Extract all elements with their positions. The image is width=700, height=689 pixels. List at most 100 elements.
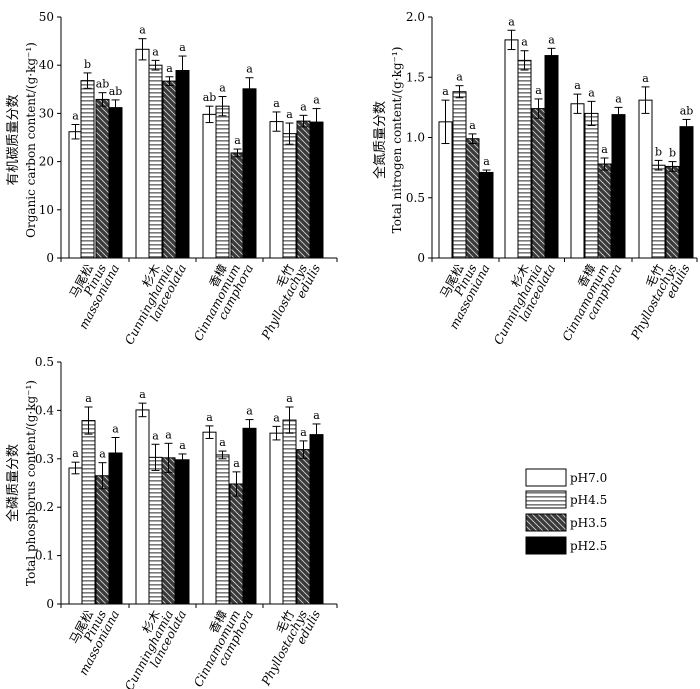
y-tick-label: 0 [46, 597, 54, 611]
significance-label: a [233, 457, 240, 470]
y-tick-label: 20 [39, 155, 54, 169]
y-tick-label: 1.0 [406, 131, 425, 145]
y-tick-label: 10 [39, 203, 54, 217]
significance-label: a [521, 36, 528, 49]
bar-ph70-pinus [68, 131, 83, 259]
bar-ph35-cinnamomum [230, 152, 245, 259]
y-axis-label-en: Total phosphorus content/(g·kg⁻¹) [24, 380, 38, 586]
y-tick-label: 50 [39, 10, 54, 24]
significance-label: a [246, 63, 253, 76]
bar-ph35-phyllostachys [665, 165, 680, 259]
significance-label: a [642, 72, 649, 85]
significance-label: ab [109, 85, 123, 98]
significance-label: a [99, 448, 106, 461]
bar-ph45-phyllostachys [282, 133, 297, 259]
bar-ph45-cunninghamia [148, 456, 163, 605]
significance-label: a [508, 15, 515, 28]
significance-label: a [548, 33, 555, 46]
bar-ph35-cunninghamia [531, 108, 546, 259]
significance-label: a [206, 411, 213, 424]
significance-label: a [601, 143, 608, 156]
significance-label: a [574, 79, 581, 92]
significance-label: a [165, 428, 172, 441]
y-tick-label: 0 [46, 251, 54, 265]
bar-ph35-phyllostachys [296, 449, 311, 605]
significance-label: a [139, 388, 146, 401]
bar-ph35-cunninghamia [162, 80, 177, 259]
y-tick-label: 0.5 [35, 355, 54, 369]
significance-label: a [166, 62, 173, 75]
y-tick-label: 0.1 [35, 549, 54, 563]
bar-ph45-cunninghamia [517, 59, 532, 259]
significance-label: b [669, 147, 676, 160]
significance-label: a [300, 100, 307, 113]
significance-label: a [300, 426, 307, 439]
bar-ph25-phyllostachys [309, 121, 324, 259]
y-axis-label-cn: 全磷质量分数 [5, 444, 21, 522]
bar-ph45-cunninghamia [148, 64, 163, 259]
bar-ph45-pinus [80, 80, 95, 259]
y-tick-label: 0.4 [35, 403, 54, 417]
bar-ph25-cunninghamia [175, 459, 190, 605]
bar-ph25-cinnamomum [242, 88, 257, 259]
legend-label-ph35: pH3.5 [570, 516, 607, 530]
significance-label: a [442, 85, 449, 98]
legend: pH7.0 pH4.5 pH3.5 pH2.5 [525, 468, 607, 555]
significance-label: ab [680, 104, 694, 117]
bar-ph70-phyllostachys [638, 99, 653, 259]
bar-ph35-pinus [465, 138, 480, 259]
legend-label-ph25: pH2.5 [570, 539, 607, 553]
y-tick-label: 0 [417, 251, 425, 265]
bar-ph25-phyllostachys [679, 126, 694, 259]
significance-label: ab [96, 78, 110, 91]
y-tick-label: 0.2 [35, 500, 54, 514]
significance-label: a [139, 24, 146, 37]
bar-ph45-cinnamomum [215, 105, 230, 259]
bar-ph45-pinus [81, 420, 96, 605]
bar-ph35-cinnamomum [597, 163, 612, 259]
significance-label: a [234, 134, 241, 147]
significance-label: a [483, 155, 490, 168]
bar-ph25-cunninghamia [544, 55, 559, 259]
bar-ph70-cunninghamia [504, 39, 519, 259]
legend-swatch-ph35 [525, 513, 567, 532]
significance-label: a [313, 409, 320, 422]
significance-label: a [219, 82, 226, 95]
bar-ph25-cinnamomum [611, 114, 626, 259]
bar-ph45-phyllostachys [651, 164, 666, 259]
significance-label: a [286, 392, 293, 405]
bar-ph45-cinnamomum [215, 454, 230, 605]
y-tick-label: 2.0 [406, 10, 425, 24]
y-tick-label: 40 [39, 58, 54, 72]
y-axis-label-cn: 全氮质量分数 [372, 101, 388, 179]
bar-ph25-pinus [108, 107, 123, 259]
significance-label: b [84, 58, 91, 71]
bar-ph70-cunninghamia [135, 48, 150, 259]
bar-ph70-phyllostachys [269, 432, 284, 605]
significance-label: a [179, 439, 186, 452]
y-axis-label-en: Organic carbon content/(g·kg⁻¹) [24, 42, 38, 238]
legend-swatch-ph70 [525, 468, 567, 487]
y-axis-label-cn: 有机碳质量分数 [6, 94, 21, 185]
bar-ph45-cinnamomum [584, 112, 599, 259]
y-tick-label: 0.5 [406, 191, 425, 205]
significance-label: a [588, 86, 595, 99]
bar-ph70-cinnamomum [570, 103, 585, 259]
significance-label: a [535, 84, 542, 97]
legend-label-ph70: pH7.0 [570, 471, 607, 485]
bar-ph45-pinus [452, 91, 467, 259]
chart-1: 0 10 20 30 40 50 有机碳质量分数 Organic carbon content… [6, 10, 338, 347]
y-tick-label: 0.3 [35, 452, 54, 466]
bar-ph25-cunninghamia [175, 70, 190, 259]
bar-ph25-phyllostachys [309, 434, 324, 605]
legend-swatch-ph25 [525, 536, 567, 555]
significance-label: a [246, 405, 253, 418]
chart-3: 0 0.1 0.2 0.3 0.4 0.5 全磷质量分数 Total phosphorus c… [5, 355, 338, 689]
significance-label: a [286, 108, 293, 121]
bar-ph25-pinus [479, 171, 494, 259]
chart-2: 0 0.5 1.0 1.5 2.0 全氮质量分数 Total nitrogen conten… [372, 10, 698, 347]
significance-label: a [219, 436, 226, 449]
significance-label: a [179, 41, 186, 54]
significance-label: ab [203, 91, 217, 104]
